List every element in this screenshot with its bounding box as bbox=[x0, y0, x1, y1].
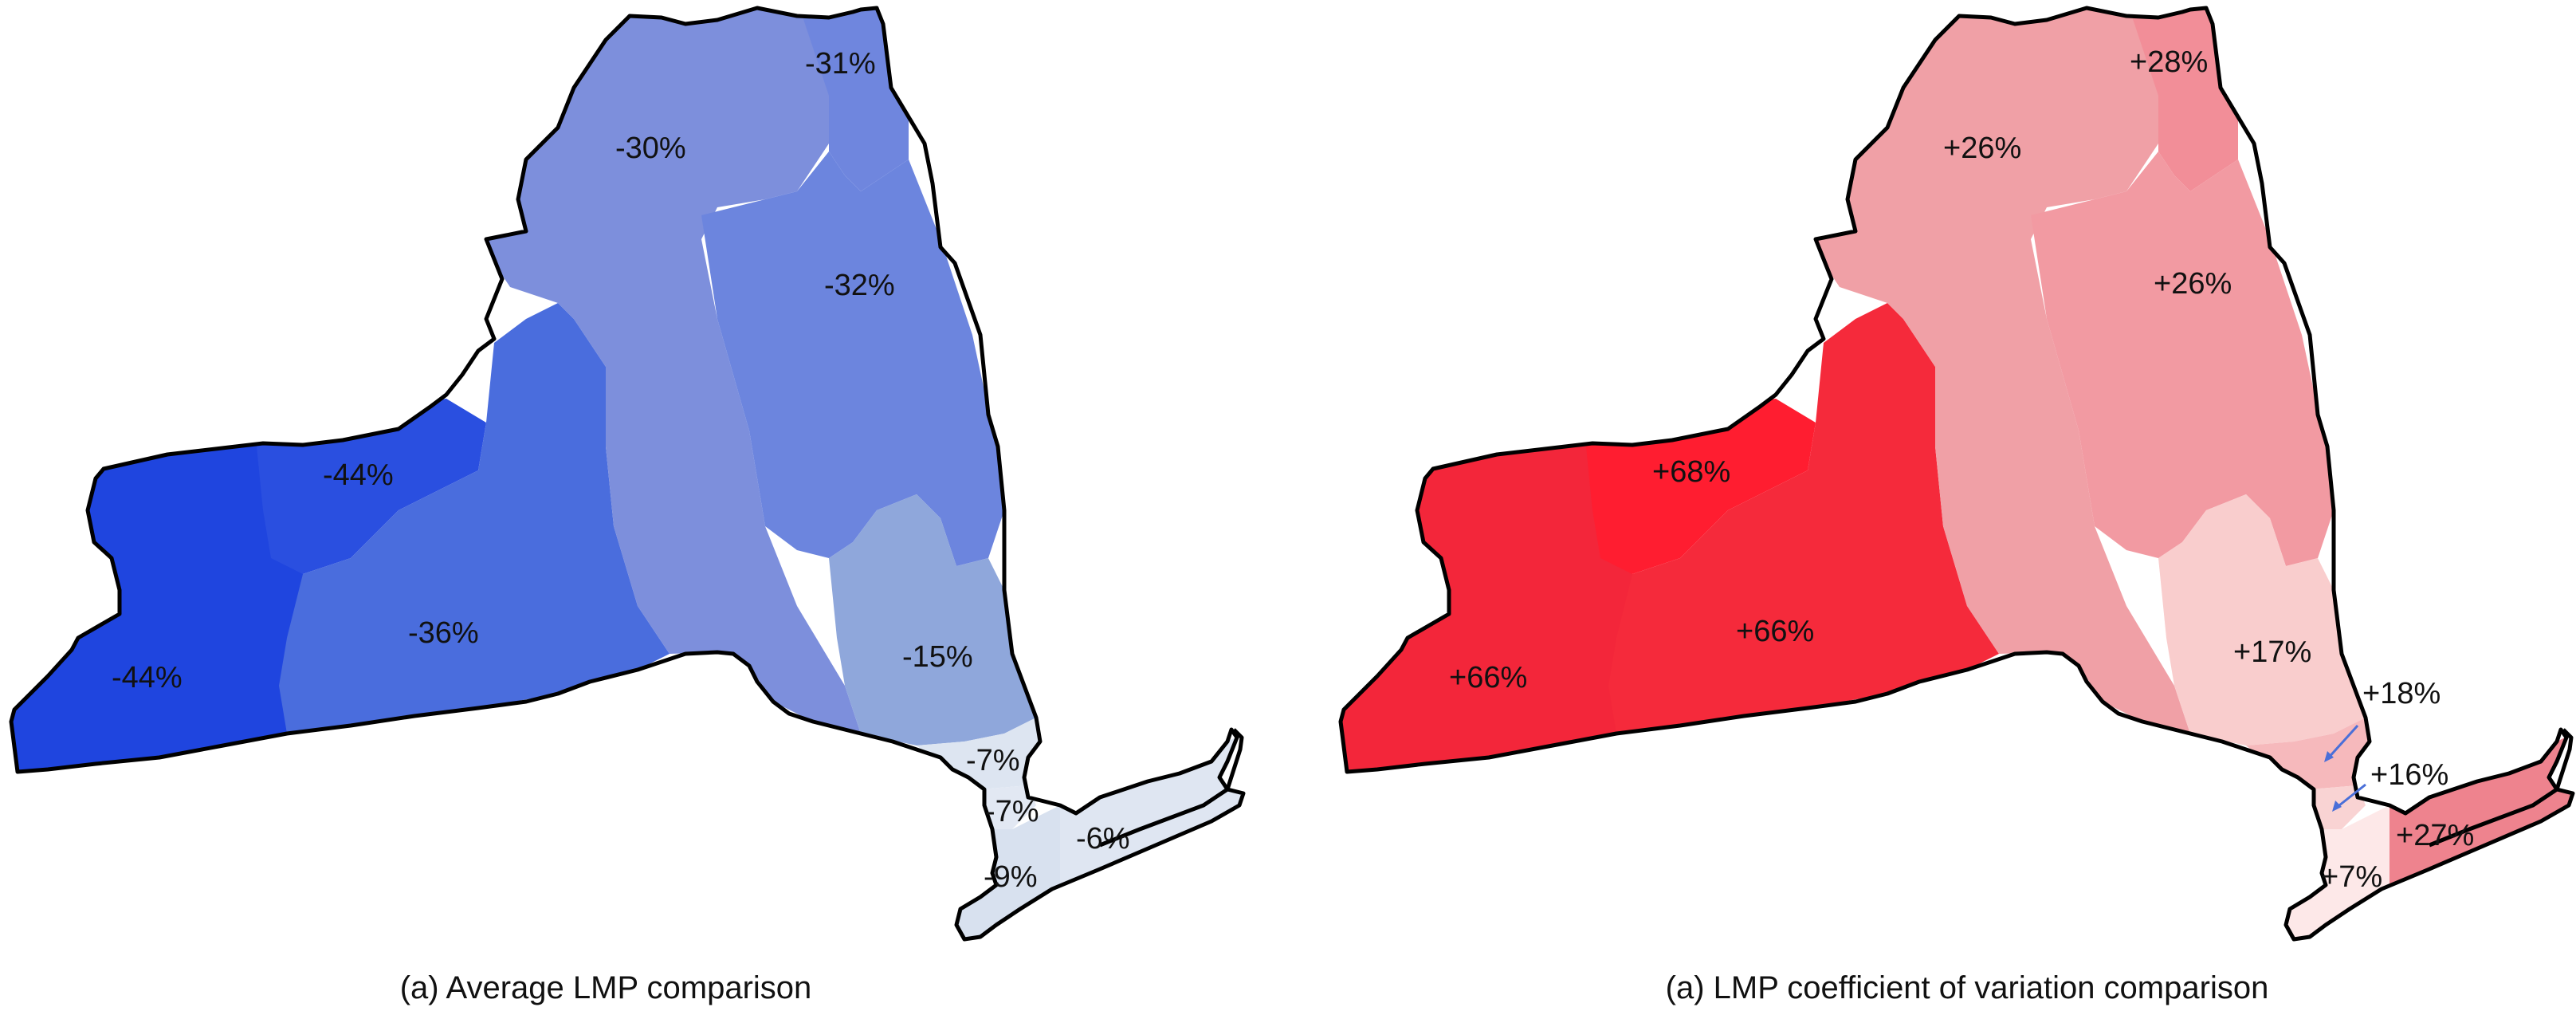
zone-f-fill bbox=[2031, 151, 2334, 566]
zone-d-fill bbox=[797, 8, 909, 191]
zone-label-i: -7% bbox=[985, 795, 1039, 828]
zone-label-a: -44% bbox=[112, 661, 183, 694]
zone-f-fill bbox=[701, 151, 1004, 566]
zone-label-c: -36% bbox=[408, 616, 479, 650]
zone-label-j: -9% bbox=[984, 860, 1038, 894]
zone-c-fill bbox=[279, 303, 670, 734]
zone-label-c: +66% bbox=[1736, 615, 1814, 648]
zone-d-fill bbox=[2126, 8, 2238, 191]
map-average-lmp: -44% -44% -36% -31% -30% -32% -15% -7% -… bbox=[0, 0, 1259, 1005]
zone-label-k: -6% bbox=[1076, 822, 1130, 856]
long-island-outline bbox=[2429, 728, 2574, 848]
zone-label-j: +7% bbox=[2321, 860, 2382, 894]
arrow-zone-h-head bbox=[2324, 751, 2334, 762]
zone-label-g: +17% bbox=[2233, 635, 2311, 669]
zone-label-h: +18% bbox=[2362, 677, 2441, 710]
zone-label-h: -7% bbox=[966, 744, 1020, 777]
zone-i-fill bbox=[2286, 781, 2366, 829]
zones-average-lmp bbox=[11, 8, 1243, 939]
caption-average-lmp: (a) Average LMP comparison bbox=[400, 970, 812, 1005]
map-lmp-cv: +66% +68% +66% +28% +26% +26% +17% +18% … bbox=[1329, 0, 2576, 1005]
arrow-zone-i-head bbox=[2332, 801, 2342, 812]
zone-label-b: -44% bbox=[323, 458, 394, 492]
caption-lmp-cv: (a) LMP coefficient of variation compari… bbox=[1666, 970, 2269, 1005]
zone-g-fill bbox=[2158, 494, 2366, 746]
zone-e-fill bbox=[1808, 8, 2190, 734]
zone-label-f: +26% bbox=[2154, 267, 2232, 301]
arrow-zone-h bbox=[2326, 724, 2359, 761]
zone-label-g: -15% bbox=[902, 640, 973, 674]
zone-label-k: +27% bbox=[2396, 819, 2474, 852]
zone-g-fill bbox=[829, 494, 1036, 746]
zone-label-d: +28% bbox=[2130, 45, 2208, 79]
zone-c-fill bbox=[1608, 303, 1999, 734]
long-island-outline bbox=[1099, 728, 1244, 848]
zone-label-b: +68% bbox=[1652, 455, 1730, 489]
zone-label-e: -30% bbox=[615, 132, 686, 165]
zone-k-fill bbox=[2389, 734, 2573, 893]
zone-e-fill bbox=[478, 8, 861, 734]
zone-k-fill bbox=[1060, 734, 1243, 893]
zone-label-e: +26% bbox=[1943, 132, 2021, 165]
arrow-zone-i bbox=[2334, 783, 2366, 810]
zone-label-i: +16% bbox=[2370, 758, 2448, 792]
zone-label-a: +66% bbox=[1449, 661, 1527, 694]
zone-label-d: -31% bbox=[805, 47, 876, 81]
zone-label-f: -32% bbox=[824, 269, 895, 302]
